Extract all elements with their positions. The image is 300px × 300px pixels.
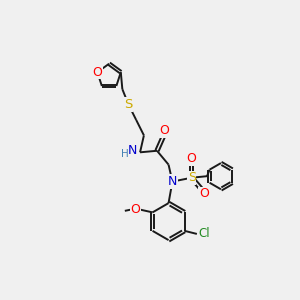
Text: O: O (159, 124, 169, 137)
Text: N: N (128, 144, 137, 157)
Text: O: O (199, 188, 209, 200)
Text: H: H (121, 149, 128, 159)
Text: O: O (131, 203, 140, 216)
Text: N: N (168, 175, 177, 188)
Text: O: O (187, 152, 196, 165)
Text: O: O (92, 66, 102, 79)
Text: Cl: Cl (199, 227, 210, 240)
Text: S: S (188, 171, 196, 184)
Text: S: S (124, 98, 133, 111)
